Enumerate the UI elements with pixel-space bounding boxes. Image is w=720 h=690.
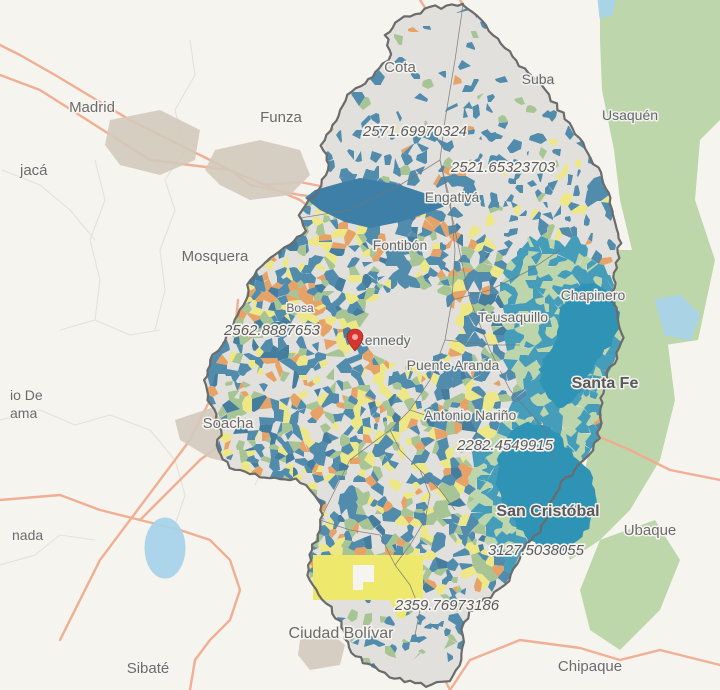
svg-text:2521.65323703: 2521.65323703 [450, 159, 556, 176]
svg-text:Kennedy: Kennedy [355, 332, 410, 348]
svg-text:Chipaque: Chipaque [558, 658, 622, 675]
svg-text:Sibaté: Sibaté [127, 660, 170, 677]
svg-text:Usaquén: Usaquén [602, 107, 658, 123]
svg-text:2282.4549915: 2282.4549915 [456, 437, 554, 454]
svg-text:2562.8887653: 2562.8887653 [223, 322, 321, 339]
svg-text:2359.76973186: 2359.76973186 [394, 597, 500, 614]
svg-text:Madrid: Madrid [69, 99, 115, 116]
svg-text:Chapinero: Chapinero [561, 287, 626, 303]
svg-text:Puente Aranda: Puente Aranda [407, 357, 500, 373]
svg-text:3127.5038055: 3127.5038055 [488, 542, 585, 559]
svg-text:Cota: Cota [384, 59, 416, 76]
svg-text:Funza: Funza [260, 109, 302, 126]
svg-text:io De: io De [10, 387, 43, 403]
svg-text:Ubaque: Ubaque [624, 522, 677, 539]
svg-text:Suba: Suba [522, 71, 555, 87]
svg-text:Soacha: Soacha [203, 415, 255, 432]
svg-text:Ciudad Bolívar: Ciudad Bolívar [289, 625, 395, 642]
svg-text:Mosquera: Mosquera [182, 248, 249, 265]
svg-text:Antonio Nariño: Antonio Nariño [424, 407, 517, 423]
svg-text:2571.69970324: 2571.69970324 [362, 123, 467, 140]
svg-text:San Cristóbal: San Cristóbal [496, 503, 599, 520]
svg-text:jacá: jacá [19, 162, 48, 179]
svg-text:ama: ama [10, 405, 37, 421]
svg-text:Engativá: Engativá [425, 189, 480, 205]
svg-text:Bosa: Bosa [286, 301, 314, 315]
svg-text:Santa Fe: Santa Fe [572, 375, 639, 392]
svg-text:Fontibón: Fontibón [373, 237, 427, 253]
svg-text:Teusaquillo: Teusaquillo [478, 309, 548, 325]
svg-text:nada: nada [12, 527, 43, 543]
